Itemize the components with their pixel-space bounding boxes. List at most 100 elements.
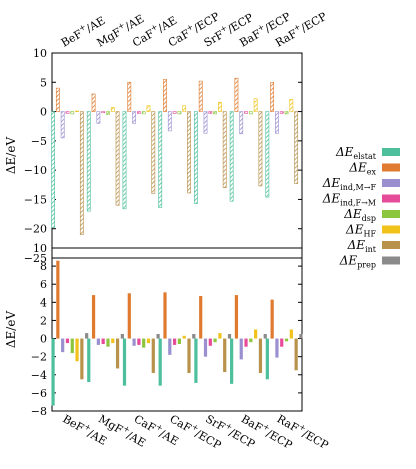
bar-ex xyxy=(55,87,60,112)
bar-dsp xyxy=(70,338,74,354)
bar-ind_MF xyxy=(275,338,279,358)
bar-ex xyxy=(163,79,167,112)
bar-int xyxy=(187,111,191,194)
legend-label-ex: ΔEex xyxy=(348,161,376,177)
y-tick-label: 4 xyxy=(40,296,47,309)
y-tick-label: −2 xyxy=(31,351,47,364)
y-tick-label: 10 xyxy=(33,47,47,60)
bar-int xyxy=(223,338,227,373)
legend-swatch-ind_MF xyxy=(382,179,400,187)
y-tick-label: −4 xyxy=(31,369,47,382)
chart-bottom-solid: 1086420−2−4−6−8ΔE/eVBeF+/AEMgF+/AECaF+/A… xyxy=(4,242,331,452)
bar-prep xyxy=(263,334,267,339)
y-tick-label: 2 xyxy=(40,314,47,327)
bar-elstat xyxy=(158,338,162,386)
bar-ind_FM xyxy=(101,111,106,114)
bar-ex xyxy=(91,93,96,112)
bar-elstat xyxy=(265,111,270,198)
bar-ex xyxy=(56,260,60,339)
bar-ex xyxy=(199,295,203,339)
y-tick-label: −5 xyxy=(31,135,47,148)
bar-int xyxy=(79,111,84,235)
bar-HF xyxy=(182,335,186,339)
bar-elstat xyxy=(51,338,55,406)
bar-HF xyxy=(218,101,222,112)
bar-HF xyxy=(75,338,79,362)
legend-label-ind_FM: ΔEind,F→M xyxy=(322,192,376,208)
bar-dsp xyxy=(106,111,110,115)
bar-elstat xyxy=(265,338,269,380)
bar-HF xyxy=(289,98,294,112)
bar-int xyxy=(187,338,191,373)
bar-ind_FM xyxy=(173,338,177,345)
y-tick-label: 10 xyxy=(33,242,47,255)
bar-HF xyxy=(110,107,115,112)
bar-HF xyxy=(289,329,293,339)
bar-int xyxy=(258,111,263,187)
bar-ind_FM xyxy=(208,338,212,346)
bar-dsp xyxy=(142,338,146,348)
bar-HF xyxy=(218,333,222,339)
y-tick-label: −20 xyxy=(24,223,47,236)
bar-prep xyxy=(227,334,232,339)
bar-ind_FM xyxy=(279,111,284,114)
bar-elstat xyxy=(86,111,91,212)
bar-int xyxy=(294,111,299,184)
y-tick-label: −15 xyxy=(24,193,47,206)
bar-ex xyxy=(234,77,239,112)
bar-ind_MF xyxy=(239,111,244,135)
bar-dsp xyxy=(106,338,110,347)
bar-elstat xyxy=(229,111,234,202)
bar-int xyxy=(115,338,120,369)
bar-int xyxy=(222,111,227,189)
bar-prep xyxy=(299,334,303,339)
bar-ind_FM xyxy=(101,338,105,344)
bar-ind_MF xyxy=(132,111,136,124)
legend: ΔEelstatΔEexΔEind,M→FΔEind,F→MΔEdspΔEHFΔ… xyxy=(322,145,400,270)
legend-label-HF: ΔEHF xyxy=(345,223,376,239)
bar-ind_MF xyxy=(239,338,243,360)
bar-ind_FM xyxy=(172,111,177,114)
legend-swatch-dsp xyxy=(382,210,400,218)
bar-ind_MF xyxy=(167,111,172,132)
bar-ind_MF xyxy=(203,111,208,134)
bar-ex xyxy=(234,295,239,339)
bar-dsp xyxy=(213,338,217,343)
y-tick-label: 0 xyxy=(40,106,47,119)
plot-frame xyxy=(51,247,303,412)
bar-int xyxy=(115,111,120,206)
bar-dsp xyxy=(177,338,181,344)
y-tick-label: 0 xyxy=(40,333,47,346)
bar-prep xyxy=(85,333,89,339)
bar-ind_FM xyxy=(280,338,284,347)
bar-ex xyxy=(270,81,275,112)
bar-ex xyxy=(127,81,132,112)
legend-swatch-int xyxy=(382,241,400,249)
bar-ind_MF xyxy=(168,338,172,355)
bar-ind_FM xyxy=(137,338,141,345)
bar-HF xyxy=(254,329,258,339)
bar-ex xyxy=(163,292,167,339)
legend-swatch-elstat xyxy=(382,148,400,156)
bar-ex xyxy=(198,80,203,112)
bar-int xyxy=(151,111,156,194)
y-tick-label: 8 xyxy=(40,260,47,273)
bar-ind_MF xyxy=(61,338,65,353)
bar-dsp xyxy=(213,111,218,115)
bar-ind_MF xyxy=(60,111,65,139)
bar-elstat xyxy=(122,338,127,386)
y-tick-label: 5 xyxy=(40,76,47,89)
bar-ex xyxy=(270,299,274,339)
bar-elstat xyxy=(51,111,55,228)
legend-swatch-ind_FM xyxy=(382,194,400,203)
bar-ind_FM xyxy=(136,111,141,114)
bar-dsp xyxy=(177,111,182,115)
legend-label-dsp: ΔEdsp xyxy=(343,207,376,223)
bar-ind_MF xyxy=(275,111,279,134)
bar-ind_MF xyxy=(132,338,136,346)
bar-ind_MF xyxy=(203,338,208,357)
bar-HF xyxy=(111,338,115,344)
bar-ind_MF xyxy=(96,111,101,124)
bar-elstat xyxy=(122,111,127,210)
bar-int xyxy=(258,338,263,373)
